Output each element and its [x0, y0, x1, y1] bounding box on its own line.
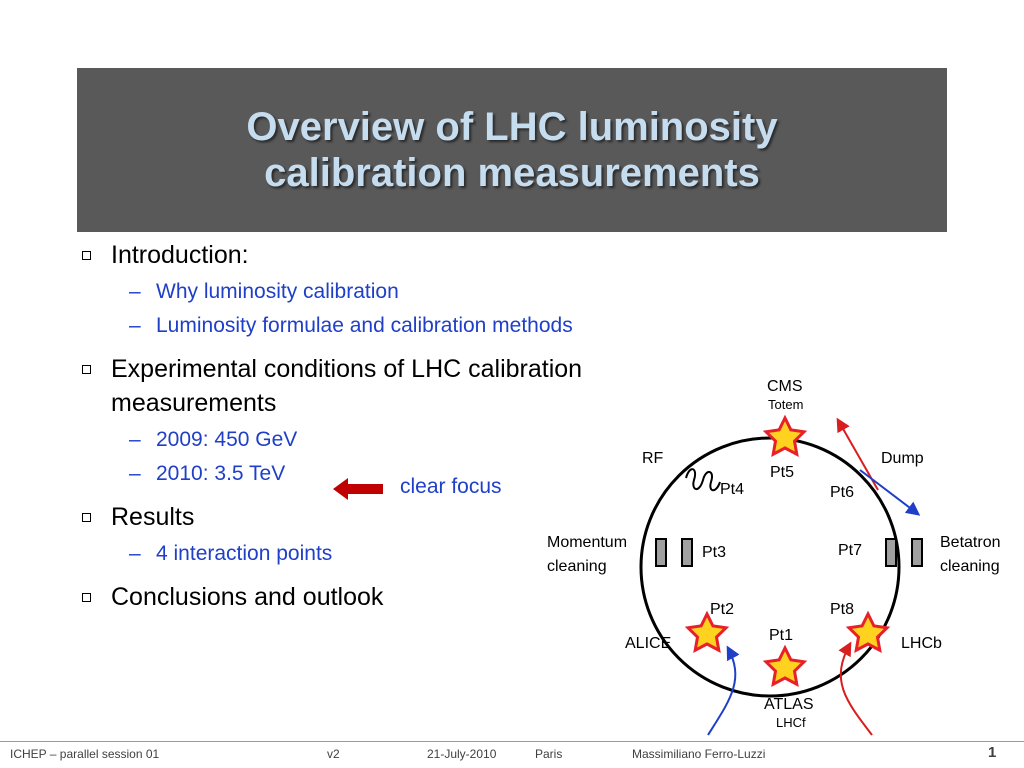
star-icon-pt2 — [684, 610, 730, 653]
footer-version: v2 — [327, 747, 340, 761]
sub-bullet: – Luminosity formulae and calibration me… — [82, 312, 662, 340]
betatron-label-line-2: cleaning — [940, 558, 1000, 575]
bullet-text-line-1: Experimental conditions of LHC calibrati… — [111, 355, 583, 383]
collimator-icon — [885, 538, 897, 567]
bullet-text: Results — [111, 503, 195, 531]
totem-label: Totem — [768, 397, 803, 412]
pt5-label: Pt5 — [770, 464, 794, 481]
sub-bullet: – 2010: 3.5 TeV — [82, 460, 662, 488]
square-bullet-icon — [82, 593, 91, 602]
pt1-label: Pt1 — [769, 627, 793, 644]
dash-icon: – — [129, 542, 141, 565]
footer-divider — [0, 741, 1024, 742]
pt8-label: Pt8 — [830, 601, 854, 618]
pt2-label: Pt2 — [710, 601, 734, 618]
sub-bullet: – 4 interaction points — [82, 540, 662, 568]
dash-icon: – — [129, 428, 141, 451]
sub-bullet-text: Luminosity formulae and calibration meth… — [156, 314, 573, 337]
pt7-label: Pt7 — [838, 542, 862, 559]
bullet-text-line-2: measurements — [111, 389, 277, 417]
footer-place: Paris — [535, 747, 563, 761]
atlas-label: ATLAS — [764, 696, 814, 713]
dash-icon: – — [129, 314, 141, 337]
pt6-label: Pt6 — [830, 484, 854, 501]
bullet-experimental-conditions: Experimental conditions of LHC calibrati… — [82, 352, 662, 420]
rf-cavity-icon — [685, 468, 721, 492]
footer-conference: ICHEP – parallel session 01 — [10, 747, 160, 761]
beam-dump-blue-line — [859, 469, 921, 516]
page-number: 1 — [988, 744, 997, 761]
cms-label: CMS — [767, 378, 803, 395]
sub-bullet: – Why luminosity calibration — [82, 278, 662, 306]
pt3-label: Pt3 — [702, 544, 726, 561]
pt4-label: Pt4 — [720, 481, 744, 498]
betatron-label-line-1: Betatron — [940, 534, 1000, 551]
dash-icon: – — [129, 462, 141, 485]
sub-bullet-text: 4 interaction points — [156, 542, 333, 565]
momentum-label-line-1: Momentum — [547, 534, 627, 551]
sub-bullet-text: Why luminosity calibration — [156, 280, 399, 303]
sub-bullet-text: 2010: 3.5 TeV — [156, 462, 286, 485]
slide-title-line-1: Overview of LHC luminosity — [246, 105, 778, 149]
bullet-results: Results — [82, 500, 662, 534]
injection-blue-line — [707, 645, 740, 736]
square-bullet-icon — [82, 251, 91, 260]
rf-label: RF — [642, 450, 664, 467]
square-bullet-icon — [82, 365, 91, 374]
collimator-icon — [655, 538, 667, 567]
square-bullet-icon — [82, 513, 91, 522]
footer-author: Massimiliano Ferro-Luzzi — [632, 747, 766, 761]
star-icon-pt5 — [762, 414, 808, 457]
dash-icon: – — [129, 280, 141, 303]
momentum-label-line-2: cleaning — [547, 558, 607, 575]
dump-label: Dump — [881, 450, 924, 467]
bullet-text: Introduction: — [111, 241, 249, 269]
bullet-list: Introduction: – Why luminosity calibrati… — [82, 238, 662, 614]
left-arrow-icon — [333, 478, 383, 500]
injection-red-line — [838, 641, 873, 736]
clear-focus-label: clear focus — [400, 475, 502, 498]
bullet-conclusions: Conclusions and outlook — [82, 580, 662, 614]
alice-label: ALICE — [625, 635, 671, 652]
footer-date: 21-July-2010 — [427, 747, 497, 761]
sub-bullet-text: 2009: 450 GeV — [156, 428, 298, 451]
slide-title-line-2: calibration measurements — [264, 151, 760, 195]
bullet-introduction: Introduction: — [82, 238, 662, 272]
bullet-text: Conclusions and outlook — [111, 583, 384, 611]
lhcb-label: LHCb — [901, 635, 942, 652]
lhc-ring — [639, 436, 901, 698]
star-icon-pt8 — [845, 610, 891, 653]
collimator-icon — [681, 538, 693, 567]
lhcf-label: LHCf — [776, 715, 806, 730]
star-icon-pt1 — [762, 644, 808, 687]
sub-bullet: – 2009: 450 GeV — [82, 426, 662, 454]
title-banner: Overview of LHC luminosity calibration m… — [77, 68, 947, 232]
collimator-icon — [911, 538, 923, 567]
